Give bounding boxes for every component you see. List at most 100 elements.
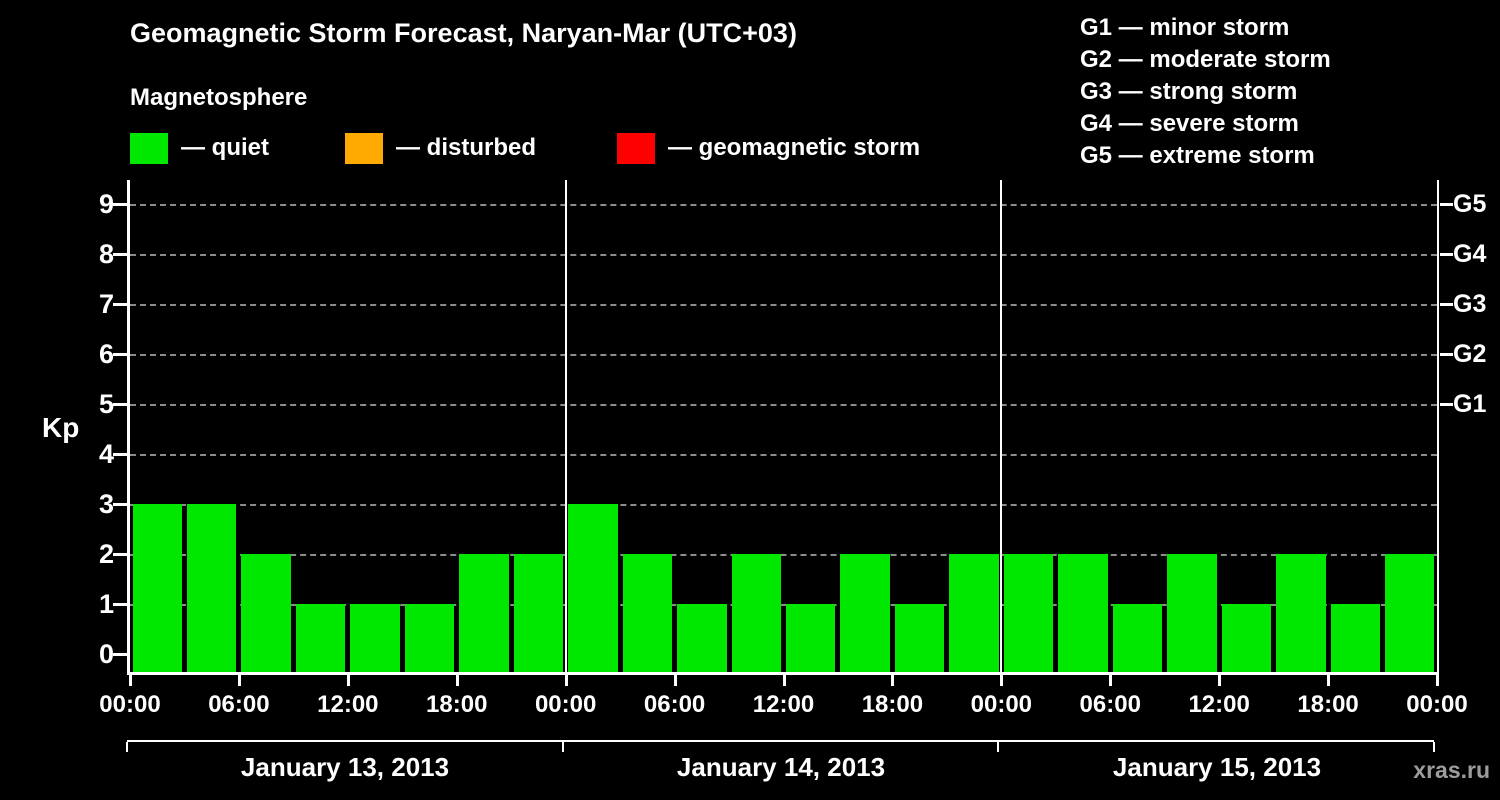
kp-bar <box>1221 604 1272 672</box>
kp-bar <box>1167 554 1217 672</box>
kp-gridline <box>130 204 1437 206</box>
kp-bar <box>1385 554 1435 672</box>
g-axis-tick <box>1440 353 1453 356</box>
quiet-color-swatch <box>130 132 168 164</box>
time-axis-label: 12:00 <box>752 691 815 718</box>
y-axis-tick-label: 8 <box>98 239 114 269</box>
legend-item-storm: — geomagnetic storm <box>617 132 920 164</box>
y-axis-tick-label: 4 <box>98 439 114 469</box>
y-axis-tick-label: 3 <box>98 489 114 519</box>
time-axis-tick <box>1109 675 1113 686</box>
g-axis-label: G2 <box>1453 340 1487 368</box>
time-axis-tick <box>564 675 568 686</box>
y-axis-tick-label: 5 <box>98 389 114 419</box>
kp-bar <box>1330 604 1381 672</box>
kp-bar <box>1112 604 1163 672</box>
y-axis-tick-label: 2 <box>98 539 114 569</box>
time-axis-label: 06:00 <box>643 691 706 718</box>
time-axis-label: 18:00 <box>426 691 488 718</box>
kp-bar <box>1276 554 1326 672</box>
kp-bar <box>1003 554 1054 672</box>
g-scale-legend-item-g2: G2 — moderate storm <box>1080 46 1331 73</box>
date-axis-tick <box>561 742 564 752</box>
time-axis-label: 06:00 <box>1079 691 1141 718</box>
kp-bar <box>622 554 673 672</box>
kp-bar <box>186 504 237 672</box>
kp-gridline <box>130 454 1437 456</box>
g-axis-label: G3 <box>1453 290 1487 318</box>
g-scale-legend-item-g1: G1 — minor storm <box>1080 14 1290 41</box>
kp-bar <box>677 604 727 672</box>
date-axis-line <box>127 740 1434 742</box>
kp-gridline <box>130 304 1437 306</box>
legend-item-disturbed: — disturbed <box>345 132 536 164</box>
time-axis-tick <box>1000 675 1004 686</box>
time-axis-label: 00:00 <box>970 691 1033 718</box>
y-axis-tick-label: 9 <box>98 189 114 219</box>
y-axis-tick-label: 0 <box>98 639 114 669</box>
legend-label-storm: — geomagnetic storm <box>668 134 921 161</box>
page-title: Geomagnetic Storm Forecast, Naryan-Mar (… <box>130 18 797 48</box>
kp-bar <box>840 554 890 672</box>
y-axis-tick <box>113 203 127 206</box>
legend-label-quiet: — quiet <box>181 134 269 161</box>
time-axis-tick <box>1327 675 1331 686</box>
g-scale-legend-item-g3: G3 — strong storm <box>1080 78 1298 105</box>
kp-gridline <box>130 504 1437 506</box>
kp-bar <box>894 604 945 672</box>
kp-bar <box>350 604 400 672</box>
y-axis-tick <box>113 353 127 356</box>
watermark: xras.ru <box>1413 757 1490 783</box>
storm-color-swatch <box>617 132 655 164</box>
g-scale-legend-item-g5: G5 — extreme storm <box>1080 142 1315 169</box>
y-axis-tick-label: 7 <box>98 289 114 319</box>
kp-bar <box>949 554 999 672</box>
time-axis-tick <box>782 675 786 686</box>
y-axis-tick <box>113 303 127 306</box>
kp-bar <box>459 554 509 672</box>
date-label-day3: January 15, 2013 <box>1112 752 1322 782</box>
kp-bar <box>568 504 618 672</box>
time-axis-label: 18:00 <box>1297 691 1359 718</box>
kp-bar <box>241 554 291 672</box>
time-axis-tick <box>673 675 677 686</box>
date-axis-tick <box>1433 742 1435 752</box>
time-axis-label: 12:00 <box>317 691 379 718</box>
kp-gridline <box>130 554 1437 556</box>
g-axis-label: G4 <box>1453 240 1487 268</box>
g-axis-tick <box>1440 253 1453 256</box>
kp-gridline <box>130 354 1437 356</box>
magnetosphere-label: Magnetosphere <box>130 84 308 111</box>
y-axis-tick-label: 6 <box>98 339 114 369</box>
time-axis-label: 00:00 <box>534 691 597 718</box>
time-axis-tick <box>455 675 459 686</box>
kp-bar <box>404 604 455 672</box>
y-axis-tick <box>113 603 127 606</box>
y-axis-tick <box>113 253 127 256</box>
time-axis-tick <box>891 675 895 686</box>
kp-bar <box>786 604 836 672</box>
kp-bar <box>731 554 781 672</box>
time-axis-label: 12:00 <box>1188 691 1250 718</box>
y-axis-tick <box>113 403 127 406</box>
time-axis-label: 00:00 <box>99 691 161 718</box>
g-scale-legend-item-g4: G4 — severe storm <box>1080 110 1299 137</box>
time-axis-tick <box>1436 675 1439 686</box>
y-axis-tick <box>113 503 127 506</box>
kp-gridline <box>130 604 1437 606</box>
date-axis-tick <box>997 742 1000 752</box>
y-axis-tick <box>113 653 127 656</box>
kp-gridline <box>130 254 1437 256</box>
g-axis-tick <box>1440 403 1453 406</box>
time-axis-label: 06:00 <box>208 691 270 718</box>
g-axis-tick <box>1440 203 1453 206</box>
legend-label-disturbed: — disturbed <box>396 134 537 161</box>
time-axis-tick <box>129 675 132 686</box>
day-separator-line <box>1000 180 1003 672</box>
g-axis-label: G1 <box>1453 390 1487 418</box>
kp-bar <box>295 604 346 672</box>
date-axis-tick <box>126 742 128 752</box>
day-separator-line <box>564 180 567 672</box>
kp-gridline <box>130 404 1437 406</box>
time-axis-label: 00:00 <box>1406 691 1468 718</box>
